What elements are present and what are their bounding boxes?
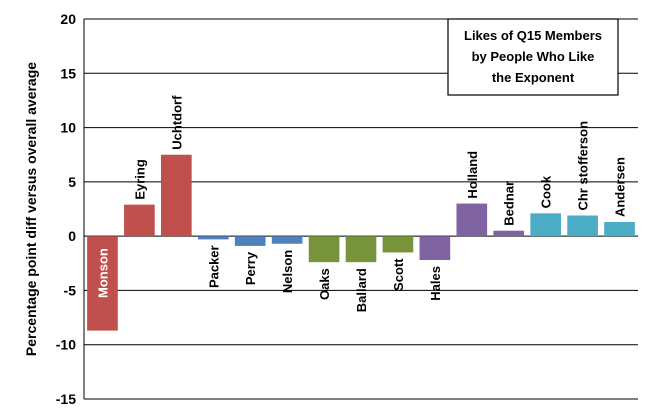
bar-label-monson: Monson — [95, 248, 110, 298]
y-axis-label: Percentage point diff versus overall ave… — [23, 62, 39, 356]
bar-ballard — [345, 236, 377, 263]
y-axis-ticks: 20 15 10 5 0 -5 -10 -15 — [56, 11, 76, 407]
title-box-border — [447, 18, 619, 96]
bar-uchtdorf — [161, 154, 192, 237]
bar-label-holland: Holland — [465, 151, 480, 199]
bar-label-perry: Perry — [243, 251, 258, 285]
bar-label-uchtdorf: Uchtdorf — [169, 95, 184, 150]
bar-scott — [382, 236, 414, 253]
bar-perry — [234, 236, 266, 246]
y-tick-label: -10 — [56, 337, 76, 353]
bar-packer — [197, 236, 229, 240]
y-tick-label: 0 — [68, 228, 76, 244]
chart-title-line-3: the Exponent — [492, 70, 575, 85]
bar-label-hales: Hales — [428, 266, 443, 301]
bar-label-eyring: Eyring — [132, 159, 147, 200]
y-tick-label: 15 — [60, 65, 76, 81]
bar-labels: Monson Eyring Uchtdorf Packer Perry Nelson Oak… — [95, 95, 627, 312]
y-tick-label: -5 — [64, 282, 77, 298]
bar-label-ballard: Ballard — [354, 268, 369, 312]
y-tick-label: 10 — [60, 120, 76, 136]
bar-eyring — [124, 204, 155, 237]
chart-title-box: Likes of Q15 Members by People Who Like … — [447, 18, 619, 96]
bar-holland — [456, 203, 488, 237]
bar-bednar — [493, 230, 525, 237]
bar-oaks — [308, 236, 340, 263]
bar-label-christofferson: Chr stofferson — [576, 121, 591, 211]
bar-monson — [87, 236, 118, 331]
y-tick-label: 5 — [68, 174, 76, 190]
bar-label-andersen: Andersen — [613, 157, 628, 217]
bar-label-packer: Packer — [206, 245, 221, 288]
bar-label-bednar: Bednar — [502, 181, 517, 226]
bars — [87, 154, 635, 331]
bar-christofferson — [567, 215, 598, 237]
chart-title-line-2: by People Who Like — [472, 49, 595, 64]
bar-andersen — [604, 222, 635, 237]
bar-cook — [530, 213, 561, 237]
y-tick-label: 20 — [60, 11, 76, 27]
bar-label-nelson: Nelson — [280, 250, 295, 293]
bar-hales — [419, 236, 451, 261]
chart-title-line-1: Likes of Q15 Members — [464, 28, 602, 43]
bar-label-oaks: Oaks — [317, 268, 332, 300]
bar-label-scott: Scott — [391, 258, 406, 291]
bar-label-cook: Cook — [539, 175, 554, 208]
y-tick-label: -15 — [56, 391, 76, 407]
bar-nelson — [271, 236, 303, 244]
